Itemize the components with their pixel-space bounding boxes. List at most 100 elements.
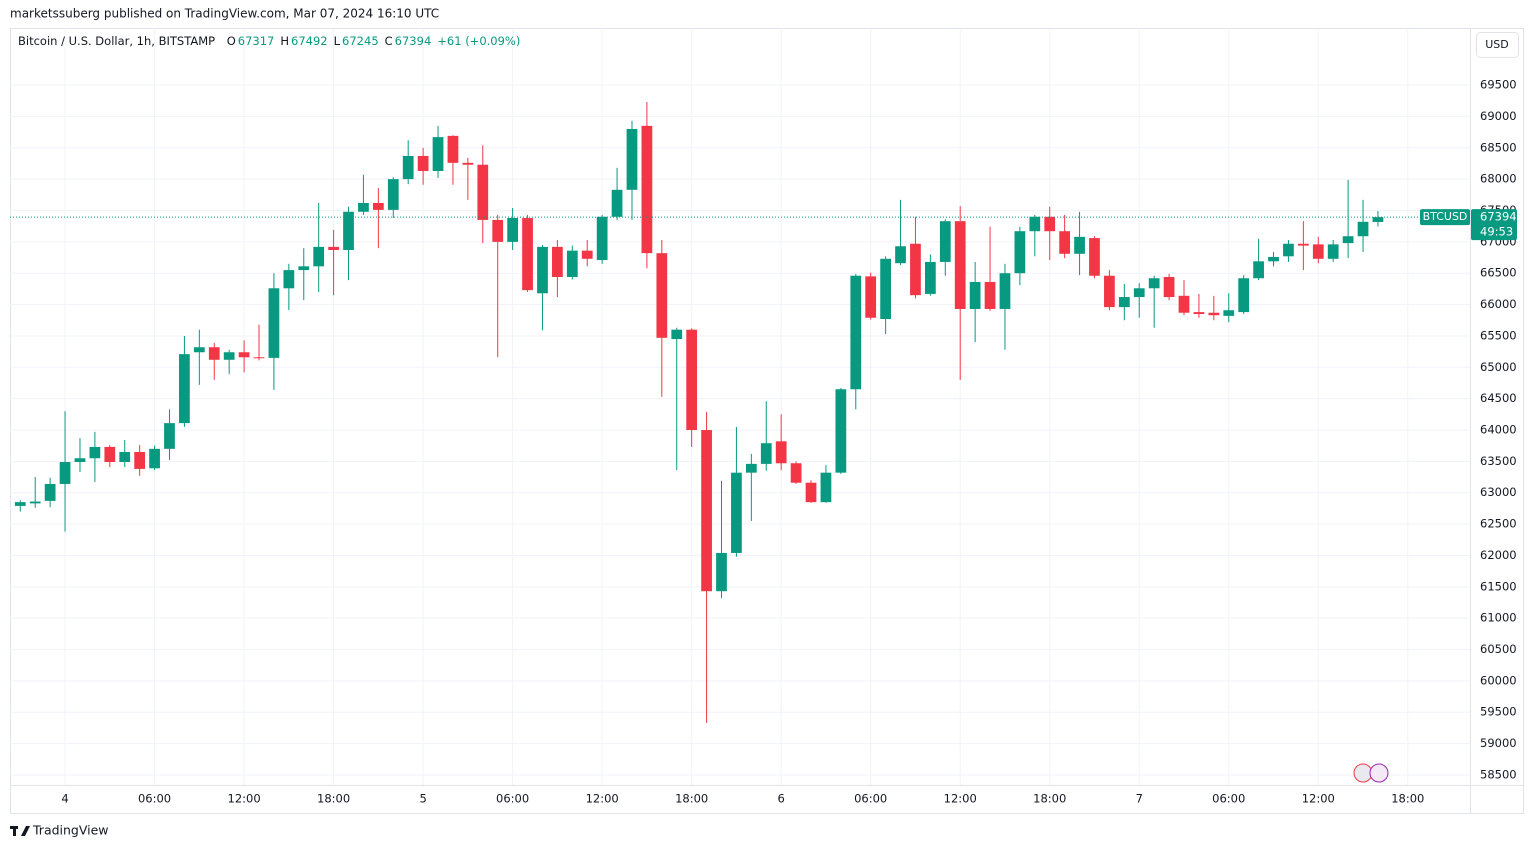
x-tick-label: 18:00 (675, 792, 708, 806)
candle-body (372, 202, 384, 210)
candle-body (1223, 310, 1235, 316)
candle-body (298, 266, 310, 271)
candle-body (596, 216, 608, 261)
candle-body (611, 189, 623, 217)
candle-body (1148, 278, 1160, 289)
candle-body (283, 270, 295, 289)
candle-body (119, 451, 131, 463)
brand-logo (13, 826, 16, 836)
candle-body (626, 128, 638, 190)
candle-body (149, 448, 160, 469)
candle-body (74, 458, 86, 463)
countdown-label: 49:53 (1480, 225, 1513, 239)
ohlc-label: C (384, 34, 393, 48)
candle-body (1238, 278, 1250, 313)
candle-body (656, 253, 668, 338)
candle-body (1178, 295, 1190, 313)
candle-body (313, 246, 325, 267)
candle-body (208, 347, 220, 360)
candle-body (1208, 312, 1220, 316)
candle-body (1104, 275, 1115, 308)
candle-body (835, 389, 847, 473)
candle-body (820, 472, 832, 503)
currency-button[interactable] (1476, 32, 1519, 58)
y-tick-label: 68500 (1480, 140, 1517, 154)
candle-body (895, 246, 906, 264)
y-tick-label: 60500 (1480, 642, 1517, 656)
ohlc-value: 67245 (342, 34, 379, 48)
candle-body (238, 352, 250, 358)
candle-body (44, 483, 56, 501)
symbol-tag (1420, 209, 1470, 226)
ohlc-value: 67394 (394, 34, 432, 48)
candle-body (164, 423, 175, 449)
candle-body (552, 246, 563, 277)
candle-body (1312, 244, 1324, 259)
candle-body (134, 451, 146, 469)
price-tag (1471, 209, 1517, 241)
y-tick-label: 59000 (1480, 736, 1517, 750)
candle-body (969, 282, 981, 309)
candle-body (1342, 236, 1354, 244)
x-tick-label: 06:00 (496, 792, 529, 806)
x-tick-label: 5 (419, 792, 426, 806)
candle-body (1029, 216, 1041, 232)
x-tick-label: 06:00 (138, 792, 171, 806)
candle-body (745, 463, 757, 473)
candle-body (999, 273, 1011, 309)
y-tick-label: 69500 (1480, 78, 1517, 92)
candle-body (939, 221, 951, 262)
candle-body (686, 329, 698, 431)
candle-body (701, 430, 712, 592)
candle-body (358, 202, 369, 212)
candle-body (417, 155, 429, 171)
x-tick-label: 6 (778, 792, 785, 806)
y-tick-label: 68000 (1480, 172, 1517, 186)
change-value: +61 (+0.09%) (437, 34, 521, 48)
y-tick-label: 66000 (1480, 297, 1517, 311)
candle-body (924, 261, 936, 294)
currency-label: USD (1485, 38, 1509, 51)
candle-body (954, 221, 966, 309)
y-tick-label: 66500 (1480, 266, 1517, 280)
y-tick-label: 58500 (1480, 767, 1517, 781)
ohlc-value: 67492 (291, 34, 328, 48)
y-tick-label: 63000 (1480, 485, 1517, 499)
ohlc-label: O (226, 34, 236, 48)
candle-body (59, 462, 71, 484)
x-tick-label: 18:00 (317, 792, 350, 806)
symbol-tag-label: BTCUSD (1423, 210, 1468, 223)
event-icon (1369, 763, 1389, 783)
x-tick-label: 18:00 (1033, 792, 1066, 806)
y-tick-label: 62000 (1480, 548, 1517, 562)
y-tick-label: 63500 (1480, 454, 1517, 468)
candle-body (14, 502, 26, 506)
x-tick-label: 12:00 (1302, 792, 1335, 806)
candle-body (223, 352, 235, 360)
brand-name: TradingView (32, 823, 109, 838)
candle-body (343, 211, 354, 251)
candle-body (984, 282, 996, 309)
y-tick-label: 61000 (1480, 611, 1517, 625)
brand-logo (21, 826, 30, 836)
candle-body (432, 137, 444, 171)
candle-body (760, 443, 772, 464)
y-tick-label: 62500 (1480, 517, 1517, 531)
x-tick-label: 12:00 (228, 792, 261, 806)
candle-body (1133, 288, 1145, 298)
candle-body (716, 552, 727, 592)
candle-body (462, 162, 474, 165)
candle-body (522, 218, 533, 291)
candle-body (104, 446, 116, 463)
candle-body (566, 250, 578, 277)
symbol-name: Bitcoin / U.S. Dollar, 1h, BITSTAMP (18, 34, 216, 48)
candle-body (1297, 243, 1309, 246)
flag-icon (1353, 763, 1373, 783)
candle-body (447, 135, 459, 163)
candle-body (29, 501, 41, 504)
candle-body (1044, 216, 1056, 232)
symbol-legend: Bitcoin / U.S. Dollar, 1h, BITSTAMP O 673… (18, 34, 526, 48)
y-tick-label: 65000 (1480, 360, 1517, 374)
candle-body (1268, 256, 1279, 262)
